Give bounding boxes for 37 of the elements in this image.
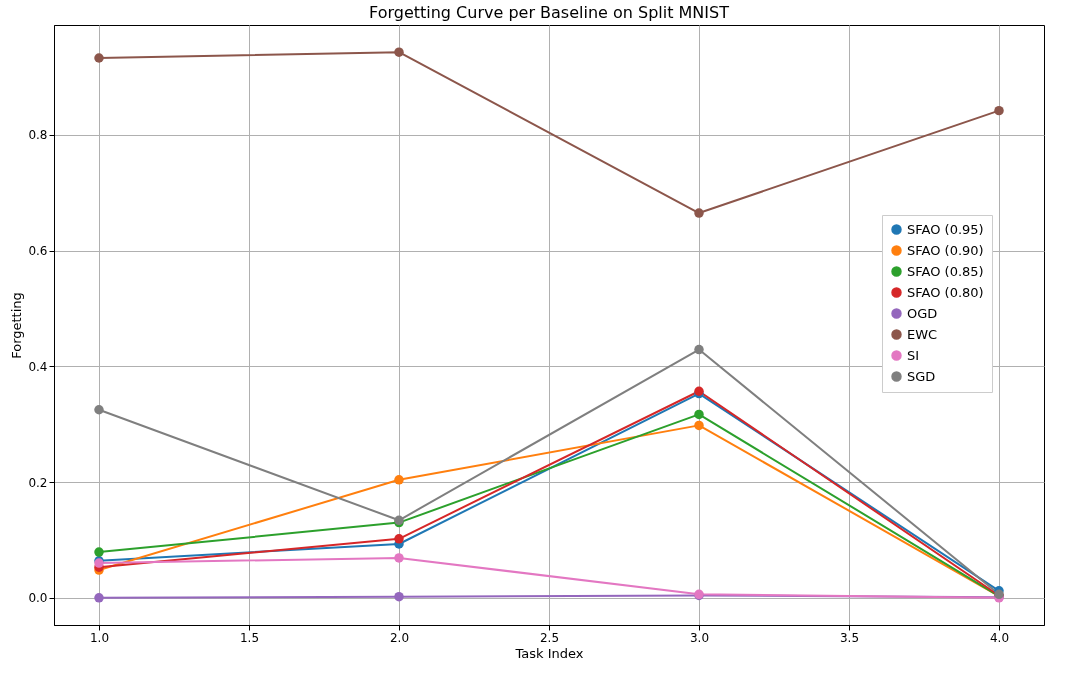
point — [394, 591, 404, 602]
point — [694, 409, 704, 420]
point — [394, 534, 404, 544]
point — [394, 475, 404, 485]
y-tick-label: 0.6 — [28, 244, 48, 259]
legend-label: SI — [907, 347, 920, 363]
point — [94, 547, 104, 557]
legend-label: OGD — [907, 305, 938, 321]
point — [394, 47, 404, 57]
legend-label: SFAO (0.90) — [907, 242, 984, 258]
point — [694, 344, 704, 355]
x-tick-label: 4.0 — [989, 630, 1010, 645]
point — [994, 105, 1004, 116]
x-tick-label: 2.5 — [539, 630, 560, 645]
chart-title: Forgetting Curve per Baseline on Split MNIST — [369, 3, 730, 22]
point — [94, 593, 104, 603]
legend-label: SGD — [907, 368, 936, 384]
x-tick-label: 3.0 — [689, 630, 710, 645]
point — [694, 420, 704, 431]
point — [94, 405, 104, 415]
y-tick-label: 0.2 — [28, 475, 48, 490]
legend-label: SFAO (0.80) — [907, 284, 984, 300]
y-tick-label: 0.4 — [28, 359, 48, 374]
point — [694, 208, 704, 218]
point — [94, 53, 104, 63]
x-tick-label: 3.5 — [839, 630, 860, 645]
y-tick-label: 0.8 — [28, 128, 48, 143]
legend-label: SFAO (0.85) — [907, 263, 984, 279]
legend-label: SFAO (0.95) — [907, 221, 984, 237]
x-tick-label: 1.5 — [239, 630, 260, 645]
y-axis-title: Forgetting — [9, 292, 25, 359]
x-tick-label: 2.0 — [389, 630, 410, 645]
x-tick-label: 1.0 — [89, 630, 110, 645]
point — [394, 553, 404, 563]
y-tick-label: 0.0 — [28, 591, 48, 606]
legend-label: EWC — [907, 326, 938, 342]
x-axis-title: Task Index — [514, 645, 584, 661]
